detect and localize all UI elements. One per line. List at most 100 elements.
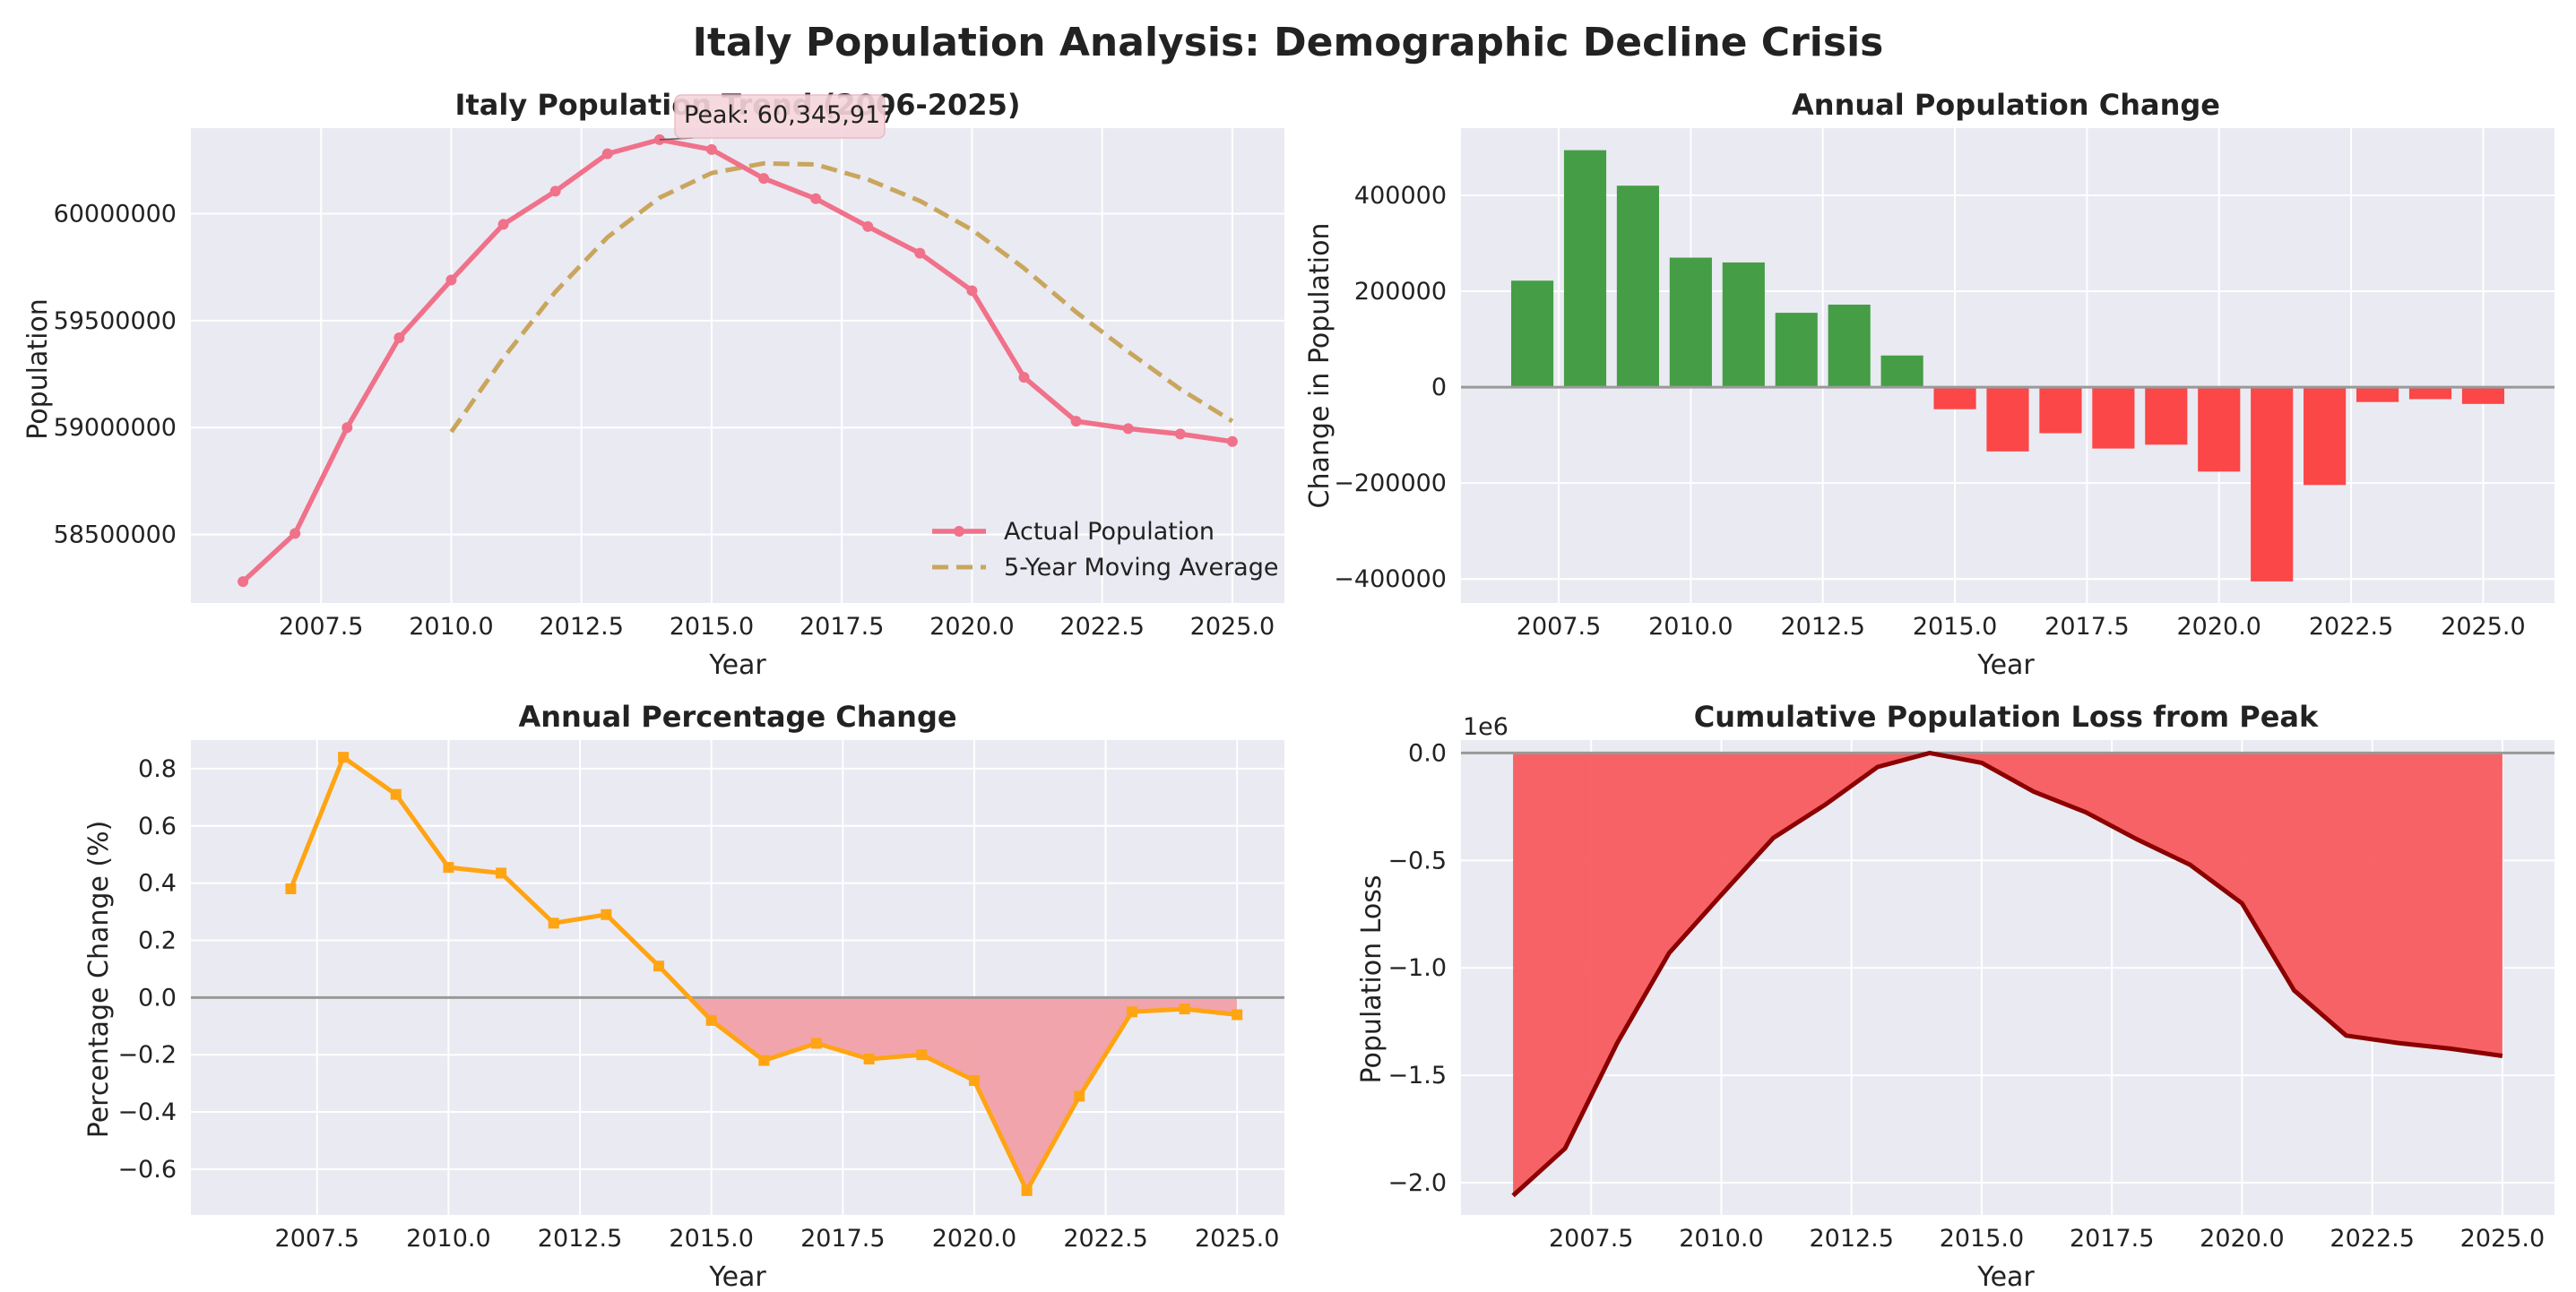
change-bar [1880, 355, 1923, 388]
actual-population-point [1018, 372, 1030, 383]
y-tick-label: 0.6 [138, 813, 177, 840]
y-tick-label: 0.2 [138, 926, 177, 954]
peak-annotation: Peak: 60,345,917 [684, 101, 895, 129]
change-bar [1986, 387, 2029, 452]
x-tick-label: 2010.0 [1679, 1225, 1763, 1253]
y-tick-label: −1.5 [1387, 1062, 1447, 1090]
actual-population-point [393, 332, 405, 343]
y-tick-label: −400000 [1334, 565, 1447, 593]
y-tick-label: 200000 [1354, 278, 1447, 306]
y-tick-label: 60000000 [54, 200, 177, 228]
x-tick-label: 2012.5 [538, 1225, 622, 1253]
actual-population-point [914, 247, 926, 259]
y-tick-label: −1.0 [1387, 954, 1447, 982]
x-tick-label: 2007.5 [1549, 1225, 1633, 1253]
x-tick-label: 2010.0 [406, 1225, 490, 1253]
change-bar [1828, 305, 1871, 388]
x-tick-label: 2015.0 [670, 613, 754, 641]
change-bar [1722, 262, 1765, 388]
x-tick-label: 2025.0 [1190, 613, 1275, 641]
actual-population-point [758, 173, 770, 185]
y-tick-label: 0.0 [1408, 739, 1447, 767]
change-bar [2092, 387, 2135, 449]
percentage-change-point [863, 1053, 875, 1064]
x-tick-label: 2007.5 [1517, 613, 1601, 641]
actual-population-line [241, 137, 1233, 584]
x-tick-label: 2017.5 [800, 1225, 885, 1253]
percentage-change-point [1126, 1006, 1137, 1018]
percentage-change-point [653, 960, 665, 972]
percentage-change-point [705, 1014, 717, 1026]
y-tick-label: 59000000 [54, 414, 177, 442]
actual-population-point [238, 576, 249, 588]
x-tick-label: 2012.5 [1780, 613, 1864, 641]
actual-population-point [1070, 416, 1082, 427]
y-axis-label: Change in Population [1304, 223, 1336, 509]
actual-population-point [341, 422, 353, 434]
y-tick-label: 59500000 [54, 307, 177, 335]
actual-population-point [966, 285, 978, 297]
loss-fill-area [1513, 753, 2503, 1196]
percentage-change-point [758, 1055, 770, 1066]
y-axis-label: Population Loss [1356, 875, 1387, 1084]
x-tick-label: 2017.5 [2070, 1225, 2154, 1253]
panel-population-trend: 2007.5 2010.0 2012.5 2015.0 2017.5 2020.0 2022… [22, 88, 1284, 681]
actual-population-point [290, 528, 301, 539]
plot-background [191, 740, 1284, 1215]
change-bar [1775, 313, 1818, 388]
x-tick-label: 2020.0 [929, 613, 1014, 641]
change-bar [2251, 387, 2294, 581]
percentage-change-point [1021, 1184, 1033, 1196]
percentage-change-point [548, 917, 559, 929]
x-axis-label: Year [1976, 1262, 2035, 1292]
percentage-change-point [1074, 1090, 1085, 1102]
y-axis-label: Percentage Change (%) [83, 821, 115, 1139]
change-bar [1510, 280, 1554, 388]
y-tick-label: 0.0 [138, 984, 177, 1012]
y-tick-label: −0.2 [117, 1041, 177, 1069]
percentage-change-point [1179, 1003, 1190, 1015]
x-tick-label: 2012.5 [539, 613, 623, 641]
y-tick-label: 0 [1431, 374, 1447, 401]
y-tick-label: −0.5 [1387, 847, 1447, 874]
x-tick-label: 2022.5 [2309, 613, 2393, 641]
panel-annual-change: 2007.5 2010.0 2012.5 2015.0 2017.5 2020.0 2022… [1304, 88, 2554, 681]
percentage-change-point [1232, 1009, 1243, 1021]
y-tick-label: −0.6 [117, 1156, 177, 1184]
y-tick-label: 58500000 [54, 521, 177, 549]
x-tick-label: 2025.0 [2460, 1225, 2545, 1253]
x-tick-label: 2022.5 [2330, 1225, 2414, 1253]
x-axis-label: Year [1976, 650, 2035, 681]
x-tick-label: 2025.0 [2441, 613, 2525, 641]
legend-swatch-actual-marker [954, 526, 964, 537]
x-tick-label: 2007.5 [279, 613, 363, 641]
actual-population-point [497, 219, 509, 230]
y-tick-label: −0.4 [117, 1098, 177, 1126]
x-tick-label: 2020.0 [932, 1225, 1016, 1253]
percentage-change-point [810, 1038, 822, 1049]
x-tick-label: 2010.0 [1648, 613, 1733, 641]
percentage-change-point [443, 862, 454, 874]
chart-title: Annual Percentage Change [518, 700, 956, 734]
actual-population-point [445, 274, 457, 286]
x-tick-label: 2007.5 [275, 1225, 359, 1253]
percentage-change-point [338, 752, 350, 763]
x-tick-label: 2015.0 [669, 1225, 753, 1253]
actual-population-point [862, 220, 874, 232]
x-tick-label: 2022.5 [1063, 1225, 1147, 1253]
y-tick-label: −200000 [1334, 469, 1447, 497]
percentage-change-point [496, 867, 507, 879]
actual-population-point [549, 185, 561, 197]
y-tick-label: 0.8 [138, 755, 177, 783]
chart-title: Annual Population Change [1792, 88, 2220, 122]
moving-average-line [449, 160, 1234, 434]
legend-label: 5-Year Moving Average [1004, 554, 1278, 581]
actual-population-point [1174, 428, 1186, 440]
y-tick-label: 0.4 [138, 870, 177, 898]
y-tick-label: −2.0 [1387, 1169, 1447, 1197]
x-tick-label: 2020.0 [2200, 1225, 2284, 1253]
legend-label: Actual Population [1004, 518, 1215, 546]
change-bar [2304, 387, 2347, 486]
change-bar [2145, 387, 2188, 445]
